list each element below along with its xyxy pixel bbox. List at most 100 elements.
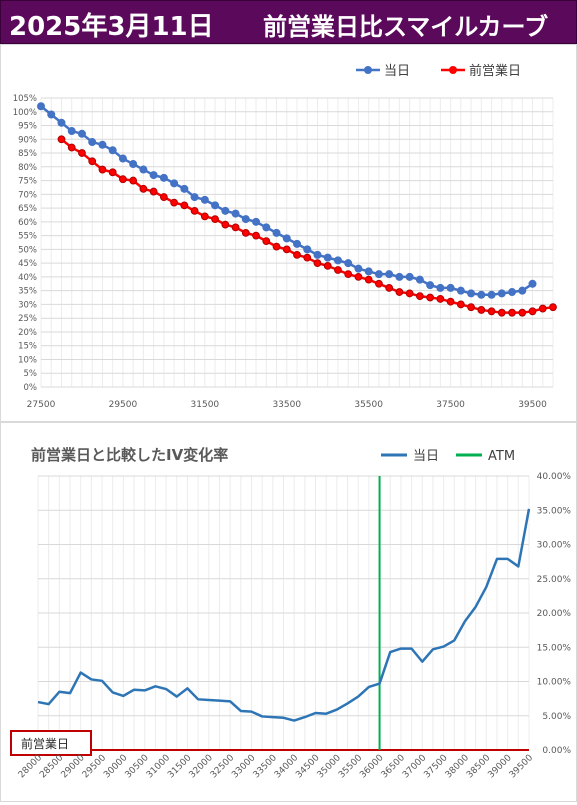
data-point [282, 234, 291, 243]
data-point [47, 110, 56, 119]
data-point [221, 220, 230, 229]
data-point [374, 270, 383, 279]
data-point [395, 272, 404, 281]
data-point [262, 223, 271, 232]
data-point [67, 127, 76, 136]
x-tick-label: 39500 [508, 753, 536, 781]
data-point [477, 306, 486, 314]
data-point [57, 135, 66, 144]
data-point [231, 209, 240, 218]
data-point [334, 266, 342, 274]
data-point [446, 283, 455, 292]
data-point [262, 237, 271, 246]
data-point [405, 289, 414, 298]
data-point [323, 261, 332, 270]
data-point [426, 281, 435, 290]
data-point [129, 160, 138, 169]
report-date: 2025年3月11日 [9, 12, 214, 42]
iv-change-chart: 前営業日と比較したIV変化率 0.00% 5.00% 10.00% 15.00% 20.0… [10, 446, 572, 781]
data-point [149, 187, 158, 196]
x-tick-label: 37500 [436, 400, 465, 410]
data-point [303, 245, 312, 254]
data-point [149, 171, 158, 180]
iv-change-panel: 前営業日と比較したIV変化率 0.00% 5.00% 10.00% 15.00% 20.0… [0, 422, 577, 802]
data-point [272, 242, 281, 251]
chart-title: 前営業日と比較したIV変化率 [31, 446, 228, 464]
data-point [180, 184, 189, 193]
data-point [344, 259, 353, 268]
x-tick-label: 39500 [518, 400, 547, 410]
data-point [313, 259, 322, 268]
x-tick-label: 33500 [272, 400, 301, 410]
y-tick-label: 15.00% [537, 643, 572, 653]
data-point [108, 146, 117, 155]
data-point [313, 250, 322, 259]
data-point [344, 270, 353, 279]
data-point [508, 308, 516, 317]
y-tick-label: 30% [18, 300, 37, 310]
y-tick-label: 60% [18, 218, 37, 228]
y-tick-label: 45% [18, 259, 37, 269]
data-point [241, 228, 250, 237]
data-point [518, 308, 527, 317]
data-point [129, 176, 138, 185]
y-tick-label: 95% [18, 122, 37, 132]
legend-marker [364, 66, 372, 74]
y-tick-label: 75% [18, 177, 37, 187]
data-point [364, 275, 373, 284]
y-tick-label: 0% [24, 383, 38, 393]
data-point [200, 212, 209, 221]
data-point [98, 165, 107, 174]
data-point [293, 239, 301, 248]
y-tick-label: 35.00% [537, 506, 572, 516]
data-point [190, 193, 199, 202]
y-tick-label: 30.00% [537, 541, 572, 551]
series-line [37, 508, 531, 722]
x-tick-label: 29500 [109, 400, 138, 410]
y-tick-label: 5% [24, 369, 38, 379]
y-tick-label: 105% [13, 94, 37, 104]
data-point [170, 198, 179, 207]
data-point [241, 215, 250, 224]
smile-curve-panel: 0% 5% 10% 15% 20% 25% 30% 35% 40% 45% 50% 55% 60% 65%… [0, 44, 577, 422]
data-point [180, 201, 189, 210]
y-tick-label: 90% [18, 135, 37, 145]
data-point [456, 300, 465, 309]
data-point [88, 138, 97, 147]
data-point [477, 290, 486, 299]
data-point [456, 286, 465, 295]
data-point [282, 245, 291, 254]
data-point [467, 303, 475, 312]
y-tick-label: 35% [18, 287, 37, 297]
report-title: 前営業日比スマイルカーブ [263, 13, 549, 41]
y-tick-label: 20% [18, 328, 37, 338]
data-point [118, 154, 127, 163]
data-point [375, 279, 383, 288]
data-point [528, 279, 537, 288]
data-point [436, 295, 445, 303]
data-point [497, 308, 506, 317]
data-point [37, 102, 45, 111]
data-point [211, 215, 219, 224]
data-point [252, 217, 261, 226]
data-point [364, 267, 373, 276]
data-point [303, 253, 312, 262]
data-point [221, 206, 230, 215]
data-point [415, 292, 424, 301]
data-point [426, 293, 435, 302]
y-tick-label: 40.00% [537, 472, 572, 482]
y-tick-label: 70% [18, 190, 37, 200]
data-point [354, 273, 363, 281]
y-tick-label: 20.00% [537, 609, 572, 619]
data-point [57, 118, 66, 127]
x-tick-label: 31500 [191, 400, 220, 410]
data-point [497, 289, 506, 298]
y-tick-label: 5.00% [542, 712, 571, 722]
y-tick-label: 65% [18, 204, 37, 214]
data-point [77, 129, 86, 138]
data-point [119, 175, 127, 184]
y-tick-label: 0.00% [542, 746, 571, 756]
data-point [549, 303, 557, 312]
data-point [139, 184, 148, 193]
data-point [333, 256, 342, 265]
